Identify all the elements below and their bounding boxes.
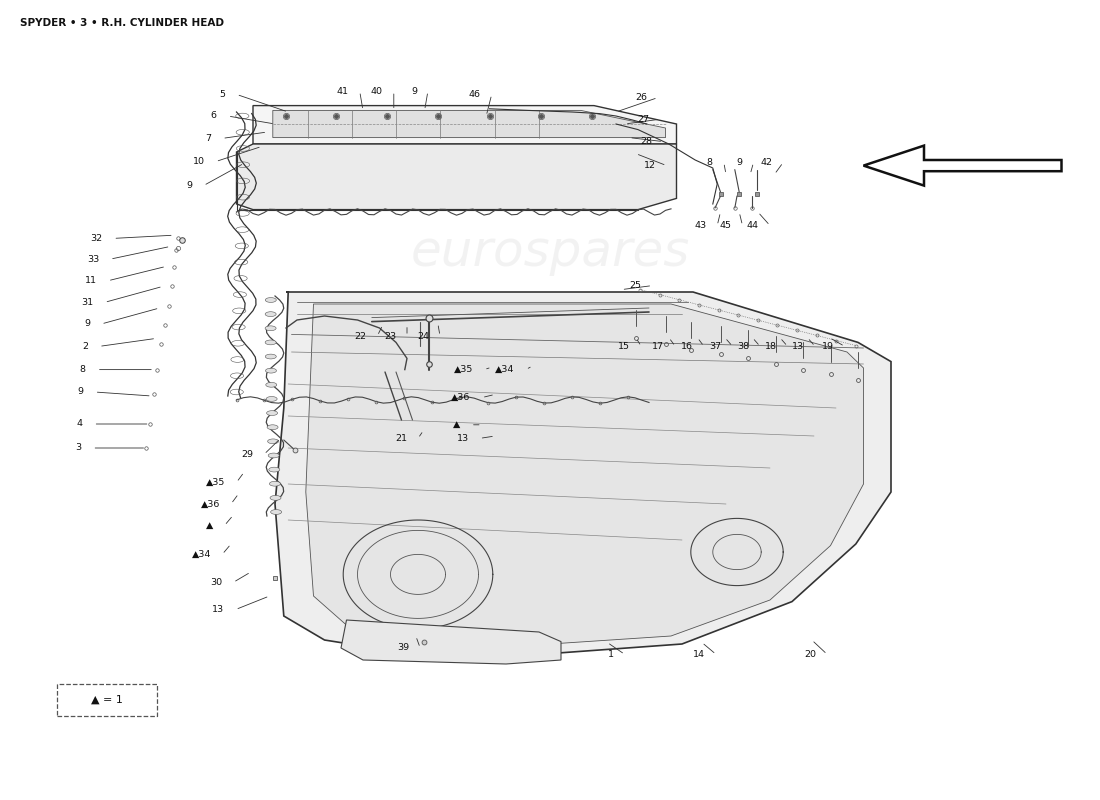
Text: 45: 45 [719, 221, 732, 230]
Text: eurospares: eurospares [410, 228, 690, 276]
Text: 26: 26 [635, 93, 647, 102]
Ellipse shape [265, 368, 276, 373]
Text: 25: 25 [629, 281, 641, 290]
Ellipse shape [270, 482, 280, 486]
Text: 9: 9 [85, 319, 90, 329]
Text: 27: 27 [637, 114, 649, 124]
Ellipse shape [270, 495, 280, 500]
Text: ▲: ▲ [452, 420, 460, 430]
Text: 39: 39 [397, 643, 409, 653]
Polygon shape [341, 620, 561, 664]
Text: 32: 32 [90, 234, 102, 243]
Text: ▲34: ▲34 [495, 365, 515, 374]
Text: 40: 40 [371, 86, 383, 96]
Text: 42: 42 [760, 158, 772, 167]
Text: 18: 18 [764, 342, 777, 351]
Text: ▲36: ▲36 [200, 499, 220, 509]
Ellipse shape [265, 340, 276, 345]
Ellipse shape [266, 382, 277, 387]
Ellipse shape [265, 354, 276, 359]
Text: 9: 9 [411, 86, 417, 96]
Text: 8: 8 [707, 158, 713, 167]
Polygon shape [306, 304, 864, 644]
Text: 8: 8 [80, 365, 86, 374]
Text: 44: 44 [747, 221, 759, 230]
Polygon shape [236, 144, 676, 210]
Text: 24: 24 [417, 331, 429, 341]
Text: SPYDER • 3 • R.H. CYLINDER HEAD: SPYDER • 3 • R.H. CYLINDER HEAD [20, 18, 223, 27]
Polygon shape [275, 292, 891, 654]
Text: 22: 22 [354, 331, 366, 341]
Text: 23: 23 [384, 331, 396, 341]
Ellipse shape [265, 298, 276, 302]
Text: 13: 13 [456, 434, 469, 443]
Text: ▲36: ▲36 [451, 393, 471, 402]
Text: 30: 30 [210, 578, 222, 587]
Text: 9: 9 [187, 181, 192, 190]
Text: 41: 41 [337, 86, 349, 96]
Text: 7: 7 [206, 134, 211, 143]
Text: 6: 6 [211, 111, 217, 121]
Text: 28: 28 [640, 137, 652, 146]
Text: 13: 13 [212, 605, 224, 614]
Ellipse shape [265, 312, 276, 317]
Ellipse shape [268, 453, 279, 458]
Text: 33: 33 [87, 254, 99, 264]
Text: 4: 4 [77, 419, 82, 429]
Text: ▲ = 1: ▲ = 1 [91, 695, 123, 705]
Text: 29: 29 [241, 450, 253, 459]
Ellipse shape [266, 397, 277, 402]
Text: 20: 20 [804, 650, 816, 659]
Text: ▲: ▲ [206, 521, 213, 530]
Text: 9: 9 [737, 158, 742, 167]
Text: ▲34: ▲34 [191, 550, 211, 559]
Text: eurospares: eurospares [410, 492, 690, 540]
Text: ▲35: ▲35 [206, 478, 225, 487]
Text: 13: 13 [792, 342, 804, 351]
Text: 31: 31 [81, 298, 94, 307]
Text: 21: 21 [395, 434, 407, 443]
Text: 14: 14 [693, 650, 705, 659]
Text: 46: 46 [469, 90, 481, 99]
Text: 38: 38 [737, 342, 749, 351]
Ellipse shape [266, 410, 277, 415]
Text: 9: 9 [78, 387, 84, 397]
Polygon shape [273, 110, 666, 138]
Text: 2: 2 [82, 342, 88, 351]
Text: 16: 16 [681, 342, 693, 351]
FancyBboxPatch shape [57, 684, 157, 716]
Ellipse shape [271, 510, 282, 514]
Text: 3: 3 [75, 443, 81, 453]
Text: 37: 37 [710, 342, 722, 351]
Ellipse shape [267, 425, 278, 430]
Text: 5: 5 [220, 90, 225, 99]
Ellipse shape [268, 467, 279, 472]
Text: 1: 1 [608, 650, 614, 659]
Text: 10: 10 [192, 157, 205, 166]
Text: 19: 19 [822, 342, 834, 351]
Text: 43: 43 [694, 221, 706, 230]
Text: ▲35: ▲35 [453, 365, 473, 374]
Polygon shape [864, 146, 1062, 186]
Ellipse shape [265, 326, 276, 330]
Polygon shape [253, 106, 676, 144]
Ellipse shape [267, 439, 278, 444]
Text: 12: 12 [644, 161, 656, 170]
Text: 15: 15 [618, 342, 630, 351]
Text: 11: 11 [85, 276, 97, 286]
Text: 17: 17 [652, 342, 664, 351]
